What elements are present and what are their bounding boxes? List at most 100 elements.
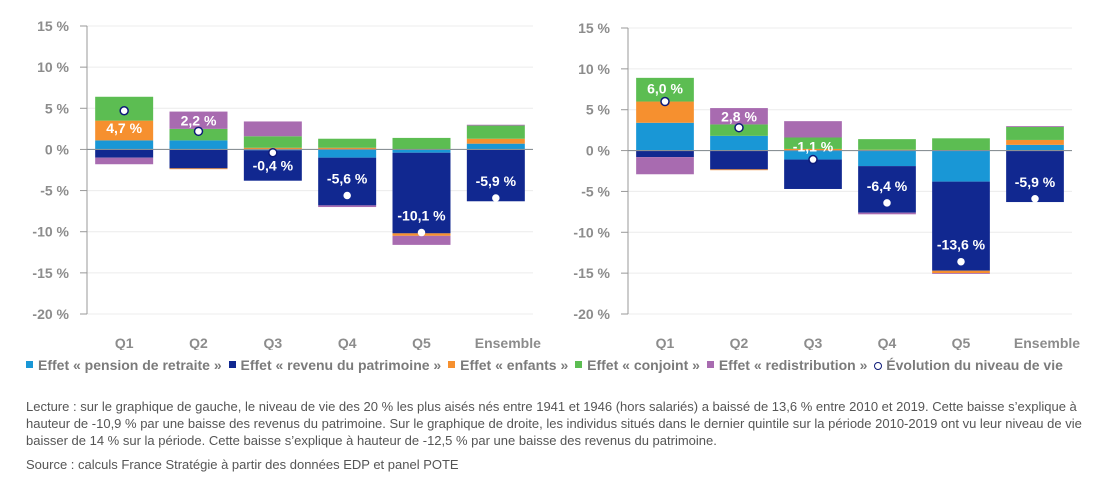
legend-item-pension: Effet « pension de retraite »	[26, 357, 222, 373]
y-tick-label: -10 %	[32, 224, 69, 240]
y-tick-label: -15 %	[573, 265, 610, 281]
data-label: -5,6 %	[327, 171, 368, 187]
bar-segment	[392, 149, 451, 153]
bar-segment	[636, 122, 694, 151]
x-tick-label: Q1	[656, 335, 675, 350]
legend-item-conjoint: Effet « conjoint »	[575, 357, 700, 373]
x-tick-label: Q5	[952, 335, 971, 350]
bar-segment	[466, 125, 525, 139]
bar-segment	[636, 77, 694, 102]
legend-item-evolution: Évolution du niveau de vie	[874, 357, 1063, 373]
x-tick-label: Q3	[263, 335, 282, 350]
right-chart-svg: 15 % 10 % 5 % 0 % -5 % -10 % -15 % -20 % Q1 Q2 Q3 Q…	[573, 20, 1080, 351]
evolution-point	[268, 147, 278, 158]
bar-segment	[784, 148, 842, 151]
evolution-point	[417, 228, 426, 237]
bar-segment	[318, 205, 377, 208]
y-tick-label: -20 %	[32, 306, 69, 322]
bar-segment	[466, 124, 525, 126]
bar-segment	[1006, 150, 1064, 203]
bar-segment	[243, 121, 302, 137]
bar-segment	[932, 138, 990, 151]
bar-segment	[169, 140, 228, 150]
y-tick-label: -5 %	[40, 183, 69, 199]
data-label: -10,1 %	[397, 208, 446, 224]
data-label: -0,4 %	[253, 158, 294, 174]
y-tick-label: -15 %	[32, 265, 69, 281]
evolution-point	[957, 257, 965, 266]
data-label: -5,9 %	[1015, 174, 1056, 190]
bar-segment	[636, 101, 694, 123]
y-tick-label: 0 %	[45, 141, 70, 157]
x-tick-label: Q2	[730, 335, 749, 350]
x-tick-label: Q4	[338, 335, 357, 350]
bar-segment	[784, 159, 842, 189]
bar-segment	[318, 138, 377, 148]
y-tick-label: -10 %	[573, 224, 610, 240]
bar-segment	[858, 139, 916, 150]
bar-segment	[710, 169, 768, 171]
bar-segment	[466, 143, 525, 150]
source-note: Source : calculs France Stratégie à part…	[26, 457, 459, 472]
x-tick-label: Ensemble	[475, 335, 541, 350]
bar-segment	[1006, 126, 1064, 140]
y-tick-label: 5 %	[45, 100, 70, 116]
legend-swatch	[228, 361, 236, 368]
y-tick-label: 5 %	[586, 102, 611, 118]
bar-segment	[858, 212, 916, 215]
data-label: 2,2 %	[181, 112, 217, 128]
bar-segment	[710, 108, 768, 125]
bar-segment	[1006, 126, 1064, 127]
legend-item-patrimoine: Effet « revenu du patrimoine »	[228, 357, 441, 373]
data-label: 4,7 %	[106, 120, 142, 136]
bar-segment	[784, 121, 842, 138]
x-tick-label: Q4	[878, 335, 897, 350]
data-label: 6,0 %	[647, 81, 683, 97]
bar-segment	[169, 111, 228, 129]
left-chart-svg: 15 % 10 % 5 % 0 % -5 % -10 % -15 % -20 % Q1 Q2 Q3 Q…	[32, 18, 541, 351]
bar-segment	[392, 152, 451, 234]
bar-segment	[95, 157, 154, 165]
evolution-point	[1031, 195, 1039, 203]
bar-segment	[169, 168, 228, 170]
evolution-point	[808, 154, 818, 165]
x-tick-label: Q1	[115, 335, 134, 350]
y-tick-label: 15 %	[578, 20, 610, 36]
y-tick-label: 10 %	[578, 61, 610, 77]
evolution-point	[193, 126, 204, 137]
legend-swatch	[26, 361, 33, 368]
bar-segment	[392, 235, 451, 245]
evolution-point	[660, 96, 670, 107]
bar-segment	[95, 140, 154, 150]
legend: Effet « pension de retraite » Effet « re…	[26, 357, 1066, 373]
bar-segment	[392, 137, 451, 150]
bar-segment	[1006, 144, 1064, 151]
bar-segment	[710, 150, 768, 170]
data-label: -6,4 %	[867, 178, 908, 194]
bar-segment	[95, 149, 154, 158]
evolution-point	[883, 199, 891, 207]
x-tick-label: Q5	[412, 335, 431, 350]
legend-item-enfants: Effet « enfants »	[448, 357, 568, 373]
bar-segment	[1006, 139, 1064, 145]
legend-swatch	[448, 361, 456, 368]
x-tick-label: Q2	[189, 335, 208, 350]
evolution-point	[343, 191, 351, 200]
bar-segment	[932, 181, 990, 271]
bar-segment	[636, 150, 694, 158]
legend-swatch	[706, 361, 714, 368]
bar-segment	[932, 150, 990, 182]
evolution-point	[734, 122, 744, 133]
reading-note: Lecture : sur le graphique de gauche, le…	[26, 399, 1082, 448]
bar-segment	[932, 270, 990, 274]
bar-segment	[466, 138, 525, 144]
bar-segment	[95, 120, 154, 141]
y-tick-label: -20 %	[573, 306, 610, 322]
y-tick-label: 10 %	[37, 59, 69, 75]
circle-marker-icon	[874, 362, 883, 370]
bar-segment	[169, 149, 228, 169]
data-label: -5,9 %	[476, 173, 517, 189]
evolution-point	[119, 106, 129, 116]
bar-segment	[784, 137, 842, 149]
x-tick-label: Q3	[804, 335, 823, 350]
